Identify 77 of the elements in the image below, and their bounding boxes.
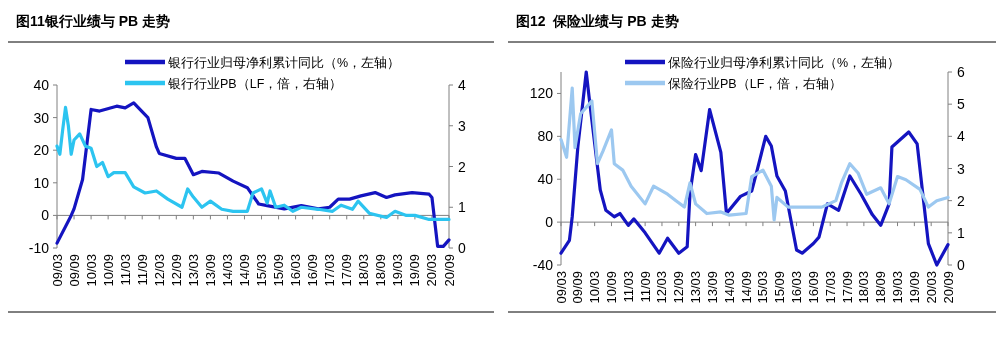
x-tick-label: 11/03 [620, 271, 636, 303]
x-tick-label: 10/09 [100, 254, 116, 287]
y2-tick-label: 6 [957, 64, 965, 80]
legend-label: 保险行业PB（LF，倍，右轴） [668, 76, 843, 91]
y-tick-label: 10 [33, 174, 50, 191]
legend-label: 保险行业归母净利累计同比（%，左轴） [668, 55, 901, 70]
y-tick-label: 120 [529, 85, 554, 102]
x-tick-label: 16/03 [789, 271, 805, 304]
y2-tick-label: 3 [957, 160, 965, 177]
x-tick-label: 18/03 [356, 254, 372, 287]
x-tick-label: 15/03 [755, 271, 771, 304]
x-tick-label: 13/03 [688, 271, 704, 304]
y-tick-label: -10 [28, 240, 50, 256]
y2-tick-label: 2 [458, 158, 466, 175]
x-tick-label: 16/09 [805, 271, 821, 304]
y2-tick-label: 0 [458, 240, 466, 256]
x-tick-label: 19/03 [890, 271, 906, 304]
legend-label: 银行行业PB（LF，倍，右轴） [167, 76, 343, 91]
y2-tick-label: 3 [458, 117, 466, 134]
x-tick-label: 19/09 [906, 271, 922, 304]
y-tick-label: 80 [537, 128, 554, 145]
x-tick-label: 20/03 [923, 271, 939, 304]
x-tick-label: 19/09 [407, 254, 423, 287]
x-tick-label: 17/03 [322, 254, 338, 287]
x-tick-label: 12/09 [671, 271, 687, 304]
x-tick-label: 15/09 [271, 254, 287, 287]
y-tick-label: 20 [33, 142, 50, 159]
chart-title: 图11银行业绩与 PB 走势 [16, 13, 171, 29]
y-tick-label: 30 [33, 109, 50, 126]
x-tick-label: 18/09 [873, 271, 889, 304]
x-tick-label: 11/03 [117, 254, 133, 286]
x-tick-label: 14/09 [236, 254, 252, 287]
x-tick-label: 09/03 [553, 271, 569, 304]
x-tick-label: 17/03 [822, 271, 838, 304]
y2-tick-label: 4 [957, 128, 965, 145]
x-tick-label: 10/09 [603, 271, 619, 304]
y2-tick-label: 0 [957, 257, 965, 273]
y-tick-label: 40 [537, 171, 554, 188]
x-tick-label: 15/09 [772, 271, 788, 304]
x-tick-label: 14/03 [721, 271, 737, 304]
legend-label: 银行行业归母净利累计同比（%，左轴） [167, 55, 401, 70]
x-tick-label: 17/09 [839, 271, 855, 304]
x-tick-label: 11/09 [134, 254, 150, 286]
y-tick-label: 0 [41, 207, 50, 224]
y-tick-label: 0 [545, 214, 554, 231]
x-tick-label: 09/09 [66, 254, 82, 287]
x-tick-label: 15/03 [254, 254, 270, 287]
x-tick-label: 13/09 [704, 271, 720, 304]
x-tick-label: 16/03 [288, 254, 304, 287]
y2-tick-label: 1 [957, 224, 965, 241]
x-tick-label: 13/09 [202, 254, 218, 287]
x-tick-label: 19/03 [390, 254, 406, 287]
y2-tick-label: 5 [957, 96, 965, 113]
y2-tick-label: 2 [957, 192, 965, 209]
x-tick-label: 17/09 [339, 254, 355, 287]
x-tick-label: 10/03 [587, 271, 603, 304]
x-tick-label: 18/03 [856, 271, 872, 304]
y-tick-label: 40 [33, 77, 50, 93]
x-tick-label: 10/03 [83, 254, 99, 287]
x-tick-label: 20/03 [424, 254, 440, 287]
chart-title: 图12 保险业绩与 PB 走势 [516, 13, 679, 29]
x-tick-label: 14/03 [219, 254, 235, 287]
y2-tick-label: 1 [458, 199, 466, 216]
y-tick-label: -40 [532, 257, 554, 273]
x-tick-label: 09/03 [49, 254, 65, 287]
x-tick-label: 12/03 [151, 254, 167, 287]
x-tick-label: 16/09 [305, 254, 321, 287]
x-tick-label: 14/09 [738, 271, 754, 304]
x-tick-label: 20/09 [441, 254, 457, 287]
y2-tick-label: 4 [458, 77, 466, 93]
x-tick-label: 18/09 [373, 254, 389, 287]
x-tick-label: 11/09 [637, 271, 653, 303]
x-tick-label: 20/09 [940, 271, 956, 304]
x-tick-label: 13/03 [185, 254, 201, 287]
x-tick-label: 09/09 [570, 271, 586, 304]
x-tick-label: 12/03 [654, 271, 670, 304]
x-tick-label: 12/09 [168, 254, 184, 287]
